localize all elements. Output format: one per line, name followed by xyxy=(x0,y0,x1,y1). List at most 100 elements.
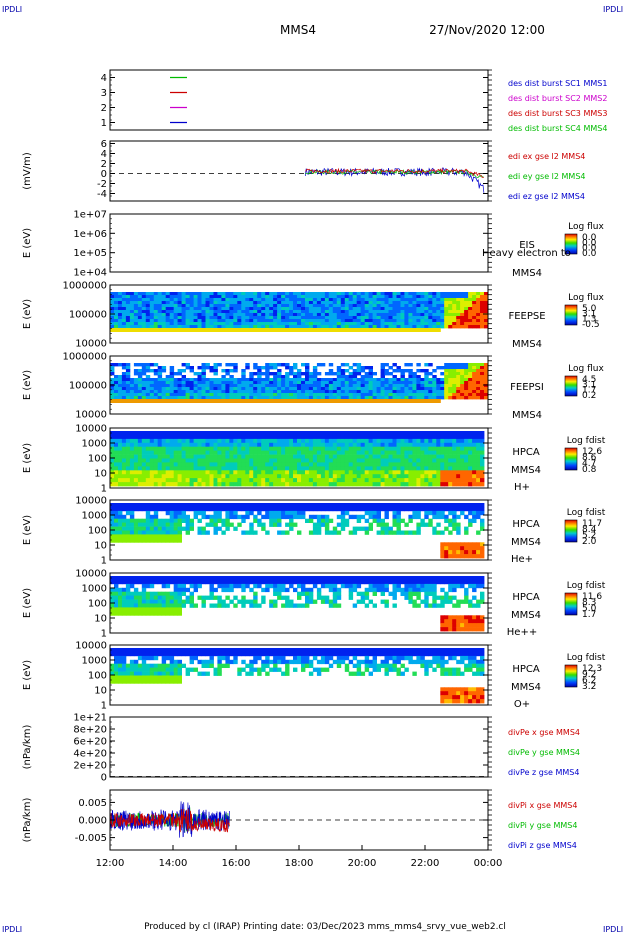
heatmap-cell xyxy=(241,482,246,487)
heatmap-cell xyxy=(181,325,186,329)
heatmap-cell xyxy=(165,307,171,311)
heatmap-cell xyxy=(428,384,433,388)
heatmap-cell xyxy=(428,579,433,585)
heatmap-cell xyxy=(257,450,262,455)
heatmap-cell xyxy=(388,450,393,455)
heatmap-cell xyxy=(241,599,246,604)
heatmap-cell xyxy=(452,322,457,326)
heatmap-cell xyxy=(364,454,370,459)
heatmap-cell xyxy=(141,442,147,448)
heatmap-cell xyxy=(440,542,445,547)
heatmap-cell xyxy=(440,599,445,604)
heatmap-cell xyxy=(452,325,457,329)
instrument-label: FEEPSE xyxy=(508,311,545,322)
heatmap-cell xyxy=(153,442,159,448)
heatmap-cell xyxy=(420,478,425,483)
heatmap-cell xyxy=(468,431,473,436)
heatmap-cell xyxy=(404,458,409,463)
heatmap-cell xyxy=(185,462,190,467)
heatmap-cell xyxy=(217,462,222,467)
heatmap-cell xyxy=(285,434,290,440)
heatmap-cell xyxy=(396,298,401,302)
heatmap-cell xyxy=(217,381,222,385)
heatmap-cell xyxy=(352,295,358,299)
heatmap-cell xyxy=(408,322,413,326)
heatmap-cell xyxy=(404,576,409,581)
heatmap-cell xyxy=(444,526,449,531)
heatmap-cell xyxy=(201,526,206,531)
heatmap-cell xyxy=(169,599,175,604)
heatmap-cell xyxy=(197,595,202,600)
heatmap-cell xyxy=(384,372,389,376)
heatmap-cell xyxy=(480,304,485,308)
heatmap-cell xyxy=(408,599,413,604)
colorbar-tick-label: 12.6 xyxy=(582,447,602,457)
heatmap-cell xyxy=(428,583,433,589)
heatmap-cell xyxy=(221,482,226,487)
heatmap-cell xyxy=(428,470,433,475)
heatmap-cell xyxy=(440,506,445,512)
heatmap-cell xyxy=(289,322,294,326)
heatmap-cell xyxy=(376,579,381,585)
heatmap-cell xyxy=(114,450,119,455)
heatmap-cell xyxy=(185,595,190,600)
heatmap-cell xyxy=(177,431,182,436)
heatmap-cell xyxy=(273,510,278,516)
heatmap-cell xyxy=(428,310,433,314)
heatmap-cell xyxy=(460,599,465,604)
heatmap-cell xyxy=(356,384,362,388)
heatmap-cell xyxy=(396,579,401,585)
heatmap-cell xyxy=(114,454,119,459)
heatmap-cell xyxy=(328,316,334,320)
heatmap-cell xyxy=(169,607,175,612)
heatmap-cell xyxy=(289,450,294,455)
heatmap-cell xyxy=(201,599,206,604)
heatmap-cell xyxy=(456,576,461,581)
heatmap-cell xyxy=(118,390,123,394)
heatmap-cell xyxy=(225,470,230,475)
heatmap-cell xyxy=(273,310,278,314)
heatmap-cell xyxy=(125,325,131,329)
heatmap-cell xyxy=(121,387,127,391)
heatmap-cell xyxy=(145,470,151,475)
heatmap-cell xyxy=(360,458,366,463)
heatmap-cell xyxy=(312,466,318,471)
heatmap-cell xyxy=(189,393,194,397)
heatmap-cell xyxy=(118,375,123,379)
heatmap-cell xyxy=(416,313,421,317)
heatmap-cell xyxy=(404,466,409,471)
heatmap-cell xyxy=(464,599,469,604)
heatmap-cell xyxy=(141,506,147,512)
heatmap-cell xyxy=(364,393,370,397)
heatmap-cell xyxy=(249,526,254,531)
heatmap-cell xyxy=(316,503,322,508)
heatmap-cell xyxy=(201,301,206,305)
low-energy-band xyxy=(110,328,441,332)
heatmap-cell xyxy=(472,546,477,551)
heatmap-cell xyxy=(153,387,159,391)
heatmap-cell xyxy=(277,462,282,467)
heatmap-cell xyxy=(452,375,457,379)
heatmap-cell xyxy=(316,462,322,467)
heatmap-cell xyxy=(468,482,473,487)
heatmap-cell xyxy=(460,542,465,547)
heatmap-cell xyxy=(372,384,377,388)
heatmap-cell xyxy=(118,378,123,382)
heatmap-cell xyxy=(348,396,354,400)
heatmap-cell xyxy=(312,381,318,385)
heatmap-cell xyxy=(269,322,274,326)
heatmap-cell xyxy=(416,319,421,323)
heatmap-cell xyxy=(352,446,358,451)
heatmap-cell xyxy=(428,431,433,436)
heatmap-cell xyxy=(416,514,421,520)
heatmap-cell xyxy=(189,591,194,596)
heatmap-cell xyxy=(476,438,481,444)
heatmap-cell xyxy=(149,390,155,394)
heatmap-cell xyxy=(269,434,274,440)
heatmap-cell xyxy=(173,482,179,487)
heatmap-cell xyxy=(384,514,389,520)
heatmap-cell xyxy=(336,298,342,302)
heatmap-cell xyxy=(193,393,198,397)
heatmap-cell xyxy=(448,554,453,559)
heatmap-cell xyxy=(456,313,461,317)
